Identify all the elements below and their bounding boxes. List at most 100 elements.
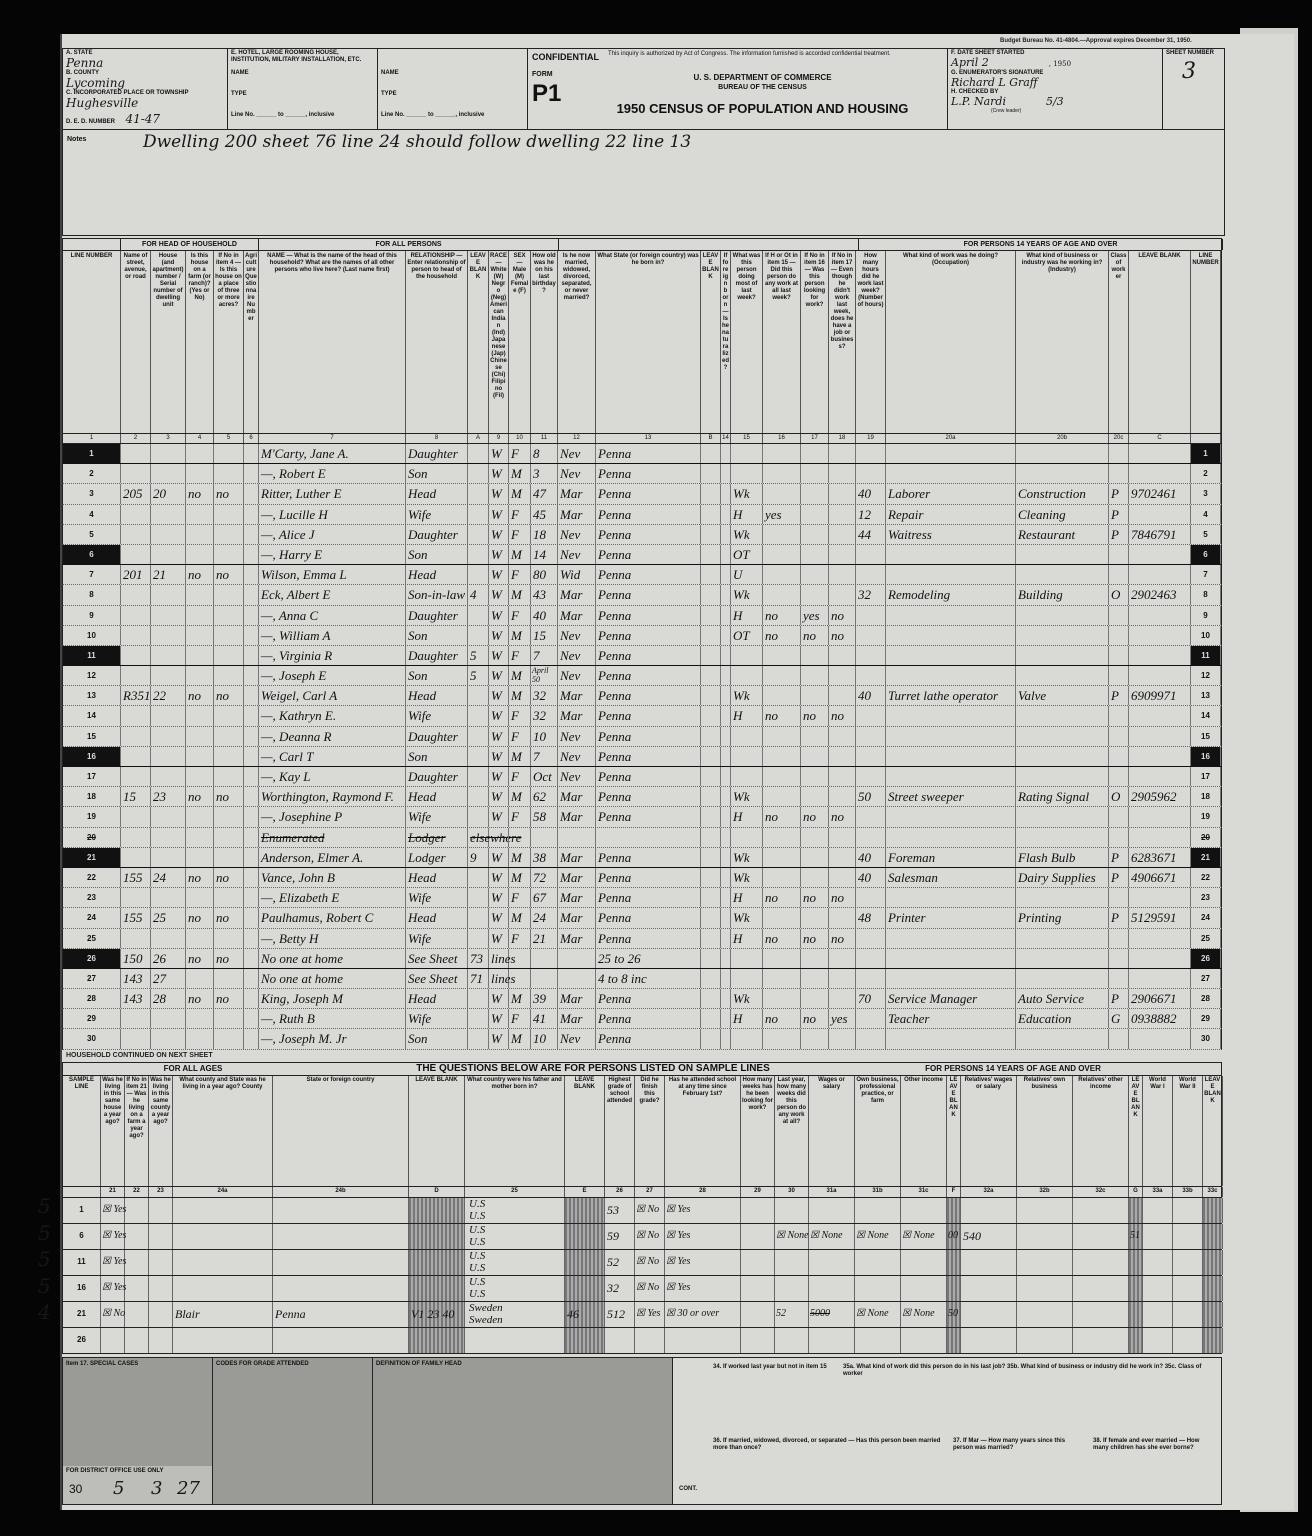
- sample-cell-c33b[interactable]: [1173, 1276, 1203, 1301]
- sample-cell-c27[interactable]: [635, 1328, 665, 1353]
- sample-cell-c23[interactable]: [149, 1250, 173, 1275]
- sample-cell-c22[interactable]: [125, 1302, 149, 1327]
- sample-cell-c30[interactable]: [775, 1250, 809, 1275]
- sample-cell-c30[interactable]: ☒ None: [775, 1224, 809, 1249]
- sample-cell-c28[interactable]: ☒ Yes: [665, 1276, 741, 1301]
- sample-cell-c26[interactable]: 32: [605, 1276, 635, 1301]
- sample-cell-c26[interactable]: 59: [605, 1224, 635, 1249]
- sample-cell-c21[interactable]: ☒ Yes: [101, 1198, 126, 1223]
- sample-cell-c32a[interactable]: [961, 1302, 1017, 1327]
- sample-cell-c31a[interactable]: [809, 1328, 855, 1353]
- sample-cell-c24a[interactable]: Blair: [173, 1302, 273, 1327]
- sample-cell-c23[interactable]: [149, 1276, 173, 1301]
- sample-cell-c30[interactable]: [775, 1328, 809, 1353]
- sample-cell-c24b[interactable]: [273, 1224, 409, 1249]
- sample-cell-c32b[interactable]: [1017, 1250, 1073, 1275]
- sample-cell-c25f[interactable]: U.S U.S: [465, 1276, 565, 1301]
- sample-cell-c33b[interactable]: [1173, 1302, 1203, 1327]
- sample-cell-c27[interactable]: ☒ No: [635, 1224, 665, 1249]
- sample-cell-c24b[interactable]: [273, 1250, 409, 1275]
- sample-cell-c33b[interactable]: [1173, 1328, 1203, 1353]
- sample-cell-c33a[interactable]: [1143, 1328, 1173, 1353]
- sample-cell-c33a[interactable]: [1143, 1224, 1173, 1249]
- sample-cell-c31a[interactable]: 5000: [809, 1302, 855, 1327]
- sample-cell-c24b[interactable]: Penna: [273, 1302, 409, 1327]
- sample-cell-c32b[interactable]: [1017, 1276, 1073, 1301]
- sample-cell-c31b[interactable]: [855, 1250, 901, 1275]
- sample-cell-c32b[interactable]: [1017, 1224, 1073, 1249]
- sample-cell-c27[interactable]: ☒ No: [635, 1250, 665, 1275]
- sample-cell-c33a[interactable]: [1143, 1250, 1173, 1275]
- sample-cell-c33b[interactable]: [1173, 1250, 1203, 1275]
- sample-cell-c23[interactable]: [149, 1328, 173, 1353]
- sample-cell-c21[interactable]: ☒ Yes: [101, 1224, 126, 1249]
- sample-cell-c32c[interactable]: [1073, 1224, 1129, 1249]
- sample-cell-c32c[interactable]: [1073, 1302, 1129, 1327]
- sample-cell-c24b[interactable]: [273, 1328, 409, 1353]
- sample-cell-c25f[interactable]: U.S U.S: [465, 1250, 565, 1275]
- sample-cell-c28[interactable]: ☒ Yes: [665, 1198, 741, 1223]
- sample-cell-c33a[interactable]: [1143, 1302, 1173, 1327]
- sample-cell-c22[interactable]: [125, 1250, 149, 1275]
- sample-cell-c31b[interactable]: [855, 1198, 901, 1223]
- sample-cell-c31b[interactable]: ☒ None: [855, 1224, 901, 1249]
- sample-cell-c33b[interactable]: [1173, 1198, 1203, 1223]
- sample-cell-c33c[interactable]: [1203, 1302, 1223, 1327]
- sample-cell-c31c[interactable]: ☒ None: [901, 1302, 947, 1327]
- sample-cell-c31a[interactable]: ☒ None: [809, 1224, 855, 1249]
- sample-cell-c32a[interactable]: [961, 1250, 1017, 1275]
- sample-cell-c24b[interactable]: [273, 1276, 409, 1301]
- sample-cell-c33c[interactable]: [1203, 1328, 1223, 1353]
- sample-cell-c26[interactable]: 53: [605, 1198, 635, 1223]
- sample-cell-c32a[interactable]: 540: [961, 1224, 1017, 1249]
- sample-cell-c33c[interactable]: [1203, 1224, 1223, 1249]
- sample-cell-c32b[interactable]: [1017, 1198, 1073, 1223]
- sample-cell-c26[interactable]: [605, 1328, 635, 1353]
- sample-cell-c22[interactable]: [125, 1224, 149, 1249]
- sample-cell-c32c[interactable]: [1073, 1276, 1129, 1301]
- sample-cell-c33b[interactable]: [1173, 1224, 1203, 1249]
- sample-cell-c33a[interactable]: [1143, 1276, 1173, 1301]
- sample-cell-c21[interactable]: ☒ Yes: [101, 1276, 126, 1301]
- sample-cell-c31a[interactable]: [809, 1276, 855, 1301]
- sample-cell-c32b[interactable]: [1017, 1328, 1073, 1353]
- sample-cell-c24a[interactable]: [173, 1328, 273, 1353]
- sample-cell-c26[interactable]: 52: [605, 1250, 635, 1275]
- sample-cell-c31c[interactable]: [901, 1250, 947, 1275]
- sample-cell-c31c[interactable]: ☒ None: [901, 1224, 947, 1249]
- sample-cell-c33a[interactable]: [1143, 1198, 1173, 1223]
- sample-cell-c24a[interactable]: [173, 1224, 273, 1249]
- sample-cell-c28[interactable]: [665, 1328, 741, 1353]
- sample-cell-c25f[interactable]: [465, 1328, 565, 1353]
- sample-cell-c22[interactable]: [125, 1198, 149, 1223]
- sample-cell-c21[interactable]: ☒ No: [101, 1302, 125, 1327]
- sample-cell-c32a[interactable]: [961, 1276, 1017, 1301]
- sample-cell-c33c[interactable]: [1203, 1198, 1223, 1223]
- sample-cell-c24a[interactable]: [173, 1198, 273, 1223]
- sample-cell-c27[interactable]: ☒ No: [635, 1276, 665, 1301]
- sample-cell-c24a[interactable]: [173, 1276, 273, 1301]
- sample-cell-c32c[interactable]: [1073, 1198, 1129, 1223]
- sample-cell-c31a[interactable]: [809, 1198, 855, 1223]
- sample-cell-c21[interactable]: [101, 1328, 125, 1353]
- sample-cell-c24b[interactable]: [273, 1198, 409, 1223]
- sample-cell-c28[interactable]: ☒ Yes: [665, 1224, 741, 1249]
- sample-cell-c31c[interactable]: [901, 1198, 947, 1223]
- sample-cell-c32b[interactable]: [1017, 1302, 1073, 1327]
- sample-cell-c23[interactable]: [149, 1224, 173, 1249]
- sample-cell-c22[interactable]: [125, 1328, 149, 1353]
- sample-cell-c24a[interactable]: [173, 1250, 273, 1275]
- sample-cell-c22[interactable]: [125, 1276, 149, 1301]
- sample-cell-c28[interactable]: ☒ 30 or over: [665, 1302, 741, 1327]
- sample-cell-c21[interactable]: ☒ Yes: [101, 1250, 126, 1275]
- sample-cell-c33c[interactable]: [1203, 1250, 1223, 1275]
- sample-cell-c26[interactable]: 512: [605, 1302, 635, 1327]
- sample-cell-c33c[interactable]: [1203, 1276, 1223, 1301]
- sample-cell-c32c[interactable]: [1073, 1250, 1129, 1275]
- sample-cell-c31b[interactable]: [855, 1328, 901, 1353]
- sample-cell-c27[interactable]: ☒ No: [635, 1198, 665, 1223]
- sample-cell-c31a[interactable]: [809, 1250, 855, 1275]
- sample-cell-c25f[interactable]: Sweden Sweden: [465, 1302, 565, 1327]
- sample-cell-c25f[interactable]: U.S U.S: [465, 1224, 565, 1249]
- sample-cell-c25f[interactable]: U.S U.S: [465, 1198, 565, 1223]
